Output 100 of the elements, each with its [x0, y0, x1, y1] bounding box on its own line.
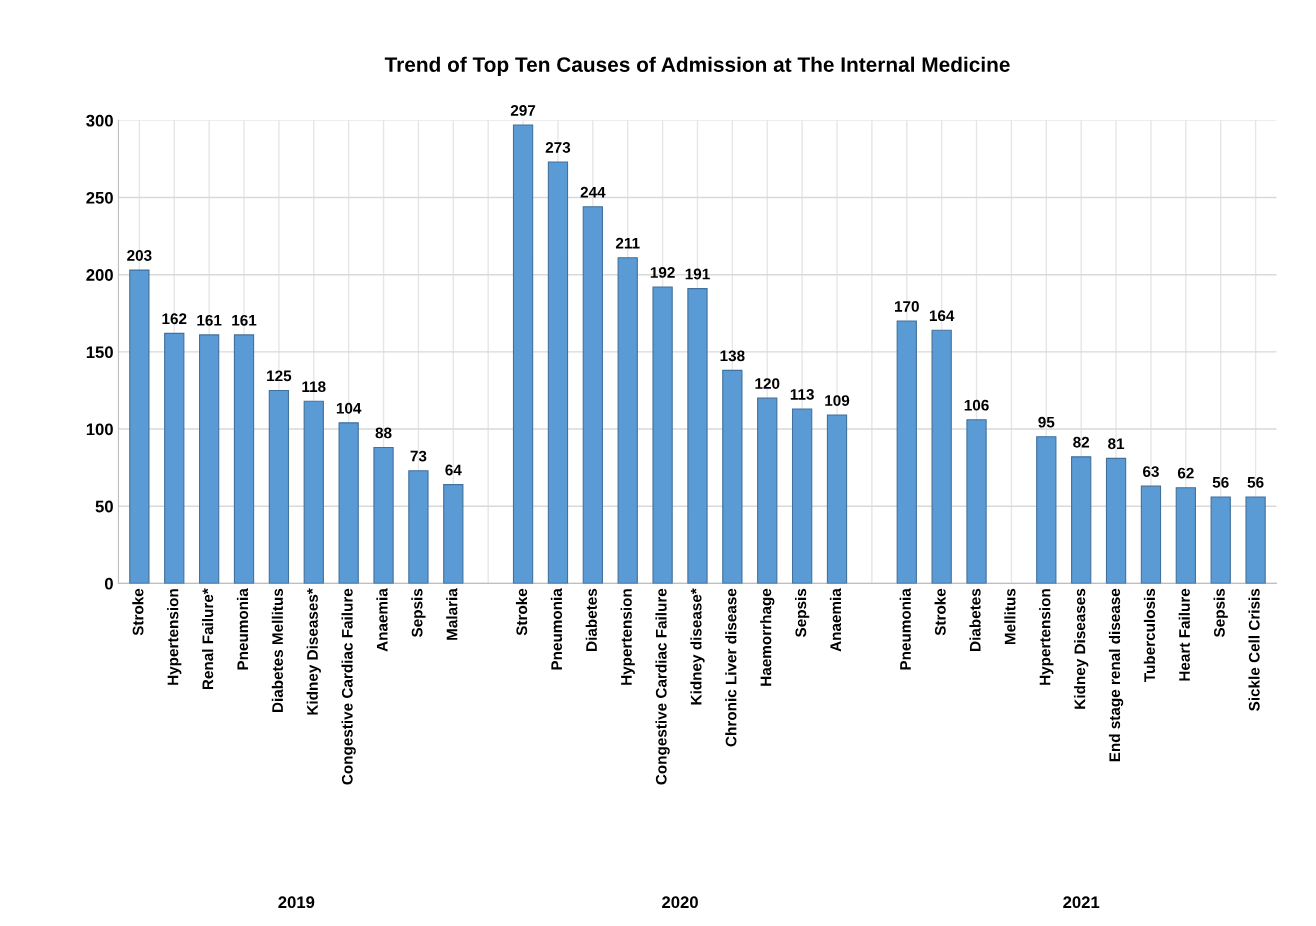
x-tick-label: Stroke — [934, 588, 946, 636]
data-label: 118 — [302, 381, 326, 393]
bar — [1175, 487, 1196, 584]
x-tick-label: Pneumonia — [236, 588, 249, 670]
x-tick-label: Kidney Diseases — [1074, 588, 1089, 709]
bar — [1105, 457, 1127, 584]
data-label: 104 — [336, 402, 362, 414]
bar — [896, 320, 917, 584]
bar — [757, 397, 778, 584]
bar — [1071, 456, 1092, 584]
data-label: 273 — [545, 142, 571, 153]
chart-title: Trend of Top Ten Causes of Admission at The Internal Medicine — [384, 56, 1010, 77]
x-tick-label: Pneumonia — [899, 588, 911, 670]
x-tick-label: Anaemia — [376, 588, 388, 652]
x-tick-label: Tuberculosis — [1143, 588, 1156, 683]
data-label: 164 — [929, 310, 955, 322]
data-label: 211 — [615, 237, 640, 249]
data-label: 162 — [162, 313, 187, 325]
data-label: 56 — [1247, 476, 1264, 488]
data-label: 203 — [127, 250, 152, 261]
y-tick-label: 250 — [86, 191, 113, 204]
data-label: 192 — [650, 267, 675, 278]
bar — [966, 419, 987, 584]
x-tick-label: Anaemia — [829, 588, 842, 652]
x-tick-label: Diabetes — [585, 588, 597, 651]
x-tick-label: Hypertension — [1039, 589, 1054, 685]
y-tick-label: 200 — [86, 269, 113, 281]
bar — [1210, 496, 1231, 584]
bar — [338, 422, 359, 584]
x-tick-label: End stage renal disease — [1108, 588, 1124, 762]
bar — [268, 389, 290, 584]
text: 2021 — [1063, 896, 1100, 909]
x-tick-label: Congestive Cardiac Failure — [655, 588, 670, 785]
x-tick-label: Haemorrhage — [760, 588, 775, 686]
x-tick-label: Renal Failure* — [202, 588, 214, 690]
x-tick-label: Diabetes — [969, 588, 981, 651]
bar — [1245, 496, 1266, 584]
x-tick-label: Kidney disease* — [690, 588, 705, 705]
y-tick-label: 100 — [86, 423, 113, 436]
x-tick-label: Malaria — [446, 588, 458, 640]
bar — [582, 206, 603, 584]
data-label: 95 — [1038, 416, 1055, 428]
x-tick-label: Kidney Diseases* — [306, 588, 321, 715]
x-tick-label: Sepsis — [1213, 588, 1228, 638]
data-label: 120 — [755, 378, 780, 389]
data-label: 191 — [685, 268, 710, 280]
bar — [1140, 485, 1162, 584]
bar — [791, 408, 813, 584]
x-tick-label: Congestive Cardiac Failure — [341, 588, 356, 785]
bar — [129, 269, 150, 584]
bar — [373, 447, 394, 584]
y-tick-label: 300 — [86, 114, 113, 127]
data-label: 73 — [410, 450, 427, 462]
data-label: 88 — [375, 427, 392, 439]
data-label: 82 — [1073, 436, 1090, 448]
bar — [931, 329, 952, 584]
bar — [547, 161, 569, 584]
x-tick-label: Sepsis — [411, 588, 426, 638]
x-tick-label: Stroke — [132, 588, 144, 636]
data-label: 64 — [445, 464, 462, 476]
data-label: 113 — [790, 388, 814, 400]
data-label: 63 — [1143, 466, 1159, 477]
x-tick-label: Hypertension — [620, 589, 635, 685]
bar — [826, 414, 848, 584]
y-tick-label: 150 — [86, 346, 113, 359]
data-label: 62 — [1177, 467, 1194, 479]
bar — [233, 334, 255, 584]
bar — [198, 334, 220, 584]
data-label: 170 — [894, 301, 919, 312]
x-tick-label: Hypertension — [167, 589, 182, 685]
y-tick-label: 0 — [104, 577, 113, 590]
text: 2019 — [278, 896, 315, 909]
bar — [164, 332, 185, 584]
data-label: 161 — [232, 314, 257, 326]
x-tick-label: Pneumonia — [550, 588, 563, 670]
bar — [1036, 436, 1057, 584]
data-label: 81 — [1108, 438, 1125, 450]
data-label: 106 — [964, 399, 989, 411]
data-label: 56 — [1212, 476, 1229, 488]
data-label: 109 — [825, 395, 850, 406]
x-tick-label: Heart Failure — [1178, 588, 1190, 681]
x-tick-label: Sickle Cell Crisis — [1248, 588, 1260, 711]
bar — [722, 369, 743, 584]
bar — [303, 400, 324, 584]
bar — [512, 124, 534, 584]
bar — [687, 288, 708, 584]
text: 2020 — [662, 896, 698, 909]
y-tick-label: 50 — [95, 500, 113, 513]
bar — [652, 286, 673, 584]
data-label: 161 — [197, 314, 222, 326]
x-tick-label: Stroke — [515, 588, 528, 636]
bar — [408, 470, 429, 584]
x-tick-label: Chronic Liver disease — [725, 588, 737, 747]
data-label: 244 — [580, 186, 606, 198]
data-label: 138 — [720, 350, 745, 362]
data-label: 297 — [510, 105, 536, 116]
data-label: 125 — [267, 370, 292, 382]
x-tick-label: Sepsis — [795, 588, 810, 638]
bar — [617, 257, 638, 584]
x-tick-label: Mellitus — [1004, 588, 1016, 645]
